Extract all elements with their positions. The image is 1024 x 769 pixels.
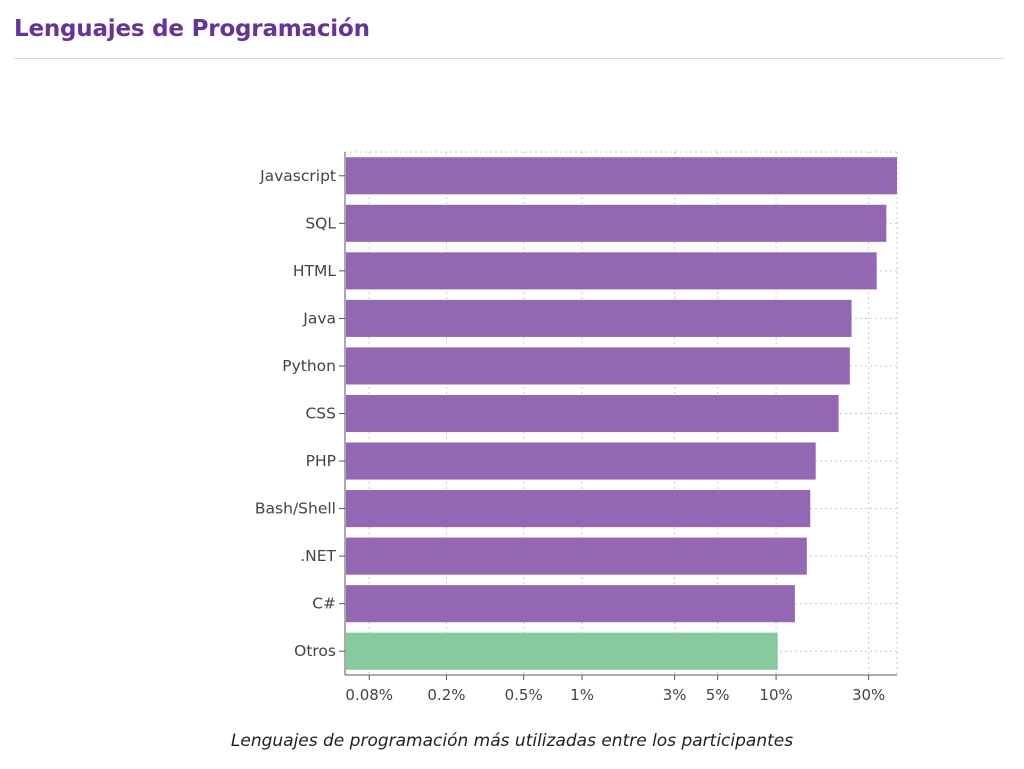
x-tick-label: 10% — [759, 686, 792, 704]
bar — [346, 394, 839, 433]
x-tick-label: 3% — [663, 686, 687, 704]
page-header: Lenguajes de Programación — [14, 0, 1004, 59]
bar — [346, 537, 807, 575]
x-tick-label: 0.2% — [427, 686, 465, 704]
y-tick-label: Otros — [294, 642, 336, 660]
bar — [346, 632, 778, 670]
y-tick-label: CSS — [305, 405, 336, 423]
bar — [346, 442, 816, 480]
y-tick-label: PHP — [306, 452, 336, 470]
chart-caption: Lenguajes de programación más utilizadas… — [230, 731, 794, 751]
x-tick-label: 1% — [570, 686, 594, 704]
bar — [346, 299, 852, 337]
bar — [346, 585, 795, 623]
y-tick-label: Bash/Shell — [255, 500, 336, 518]
y-tick-label: HTML — [293, 262, 336, 280]
y-tick-label: Java — [302, 309, 336, 327]
x-tick-label: 30% — [852, 686, 885, 704]
bar — [346, 252, 877, 290]
x-tick-label: 0.08% — [345, 686, 393, 704]
x-tick-label: 0.5% — [505, 686, 543, 704]
y-tick-label: Python — [282, 357, 336, 375]
y-tick-label: SQL — [305, 214, 336, 232]
bar — [346, 347, 850, 385]
y-tick-label: C# — [312, 595, 336, 613]
y-tick-label: .NET — [300, 547, 336, 565]
bar — [346, 204, 887, 242]
y-tick-label: Javascript — [259, 167, 336, 185]
x-tick-label: 5% — [706, 686, 730, 704]
bar — [346, 157, 897, 195]
page-title: Lenguajes de Programación — [14, 16, 370, 42]
bar — [346, 490, 811, 528]
